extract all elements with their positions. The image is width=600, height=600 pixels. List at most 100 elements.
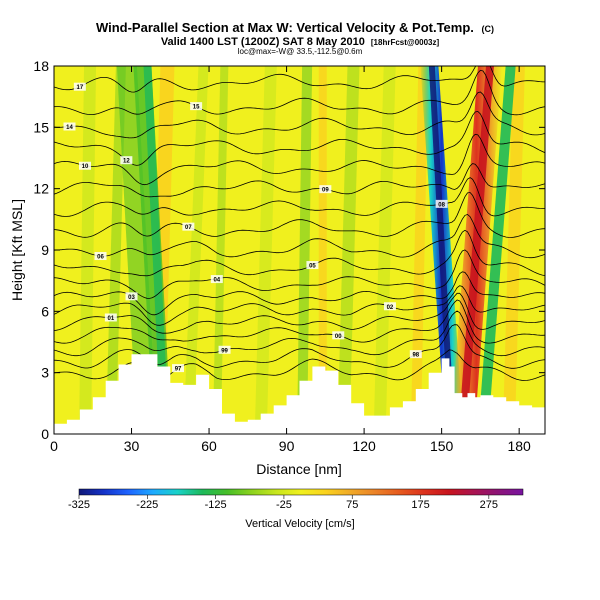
- downdraft-band-east: [477, 66, 516, 434]
- colorbar-label: Vertical Velocity [cm/s]: [245, 518, 354, 530]
- copyright-mark: (C): [482, 24, 495, 34]
- weak-motion-band: [183, 66, 209, 434]
- isentrope-label: 97: [175, 367, 182, 373]
- x-tick-label: 120: [352, 438, 376, 454]
- weak-motion-band: [410, 66, 429, 434]
- weak-motion-band: [318, 66, 327, 434]
- isentrope-label-bg: [306, 261, 319, 270]
- weak-motion-band: [337, 66, 360, 434]
- y-tick-label: 3: [41, 365, 49, 381]
- isentrope-label: 06: [97, 255, 104, 261]
- y-axis-label: Height [Kft MSL]: [9, 199, 25, 301]
- y-tick-label: 15: [33, 119, 49, 135]
- isentrope-label-bg: [383, 302, 396, 311]
- x-tick-label: 0: [50, 438, 58, 454]
- isentrope-label: 10: [82, 164, 89, 170]
- isentrope-line: [54, 285, 545, 326]
- colorbar-tick-label: -325: [68, 499, 90, 511]
- isentrope-line: [54, 292, 545, 334]
- isentrope-label-bg: [332, 331, 345, 340]
- colorbar: [78, 488, 524, 496]
- isentrope-label-bg: [120, 156, 133, 165]
- plot-area: 17 15 14 12 10 09 08 07 06 05 04 03 02 01 00 99 98 97: [54, 66, 545, 434]
- x-axis: 0 30 60 90 120 150 180: [50, 66, 531, 454]
- terrain-mask: [54, 354, 545, 434]
- x-tick-label: 150: [430, 438, 454, 454]
- isentrope-label-bg: [125, 292, 138, 301]
- isentrope-line: [54, 177, 545, 217]
- isentrope-label: 14: [66, 125, 73, 131]
- isentrope-label-bg: [63, 122, 76, 131]
- isentrope-label: 05: [309, 264, 316, 270]
- isentrope-contours: 17 15 14 12 10 09 08 07 06 05 04 03 02 01 00 99 98 97: [54, 66, 545, 381]
- subtitle-note: [18hrFcst@0003z]: [371, 38, 440, 47]
- isentrope-label: 04: [213, 278, 220, 284]
- isentrope-line: [54, 192, 545, 238]
- downdraft-core-main: [428, 66, 455, 434]
- x-tick-label: 60: [201, 438, 217, 454]
- isentrope-label: 17: [76, 85, 83, 91]
- isentrope-line: [54, 229, 545, 277]
- colorbar-tick-label: -25: [276, 499, 292, 511]
- weak-motion-band: [254, 66, 277, 434]
- isentrope-line: [54, 66, 545, 93]
- isentrope-label-bg: [182, 222, 195, 231]
- isentrope-label: 12: [123, 159, 130, 165]
- isentrope-label-bg: [172, 364, 185, 373]
- x-tick-label: 30: [124, 438, 140, 454]
- isentrope-line: [54, 213, 545, 259]
- isentrope-label-bg: [210, 275, 223, 284]
- terrain-fill: [54, 354, 545, 434]
- isentrope-line: [54, 249, 545, 299]
- colorbar-tick-label: -225: [136, 499, 158, 511]
- isentrope-label: 08: [438, 202, 445, 208]
- isentrope-label-bg: [435, 199, 448, 208]
- isentrope-label-bg: [218, 345, 231, 354]
- isentrope-label-bg: [79, 161, 92, 170]
- weak-motion-band: [79, 66, 97, 434]
- colorbar-tick-label: 175: [411, 499, 429, 511]
- isentrope-label-bg: [190, 102, 203, 111]
- isentrope-label: 98: [412, 353, 419, 359]
- isentrope-line: [54, 271, 545, 316]
- y-tick-label: 9: [41, 242, 49, 258]
- updraft-core-main: [458, 66, 494, 434]
- x-tick-label: 180: [507, 438, 531, 454]
- isentrope-line: [54, 163, 545, 198]
- weak-motion-band: [373, 66, 396, 434]
- isentrope-label-bg: [94, 252, 107, 261]
- isentrope-line: [54, 69, 545, 116]
- isentrope-line: [54, 299, 545, 344]
- isentrope-label: 00: [335, 334, 342, 340]
- chart-title: Wind-Parallel Section at Max W: Vertical…: [96, 20, 494, 35]
- chart-subtitle-small: loc@max=-W@ 33.5,-112.5@0.6m: [238, 47, 363, 56]
- isentrope-line: [54, 133, 545, 186]
- weak-motion-band: [502, 66, 525, 434]
- x-tick-label: 90: [279, 438, 295, 454]
- isentrope-label: 02: [387, 305, 394, 311]
- isentrope-line: [54, 310, 545, 357]
- isentrope-label: 99: [221, 348, 228, 354]
- colorbar-ticks: -325 -225 -125 -25 75 175 275: [68, 495, 498, 511]
- isentrope-label: 07: [185, 225, 192, 231]
- isentrope-label-bg: [319, 185, 332, 194]
- weak-motion-band: [212, 66, 229, 434]
- colorbar-tick-label: 75: [346, 499, 358, 511]
- isentrope-line: [54, 110, 545, 166]
- velocity-field: [79, 66, 525, 434]
- isentrope-label: 09: [322, 188, 329, 194]
- isentrope-label: 03: [128, 295, 135, 301]
- isentrope-label-bg: [73, 82, 86, 91]
- y-tick-label: 18: [33, 58, 49, 74]
- y-tick-label: 0: [41, 426, 49, 442]
- isentrope-label: 01: [108, 316, 115, 322]
- isentrope-label-bg: [409, 350, 422, 359]
- weak-motion-band: [297, 66, 313, 434]
- y-tick-label: 12: [33, 181, 49, 197]
- chart-subtitle: Valid 1400 LST (1200Z) SAT 8 May 2010 [1…: [161, 36, 440, 48]
- colorbar-tick-label: -125: [205, 499, 227, 511]
- isentrope-label-bg: [104, 313, 117, 322]
- y-tick-label: 6: [41, 303, 49, 319]
